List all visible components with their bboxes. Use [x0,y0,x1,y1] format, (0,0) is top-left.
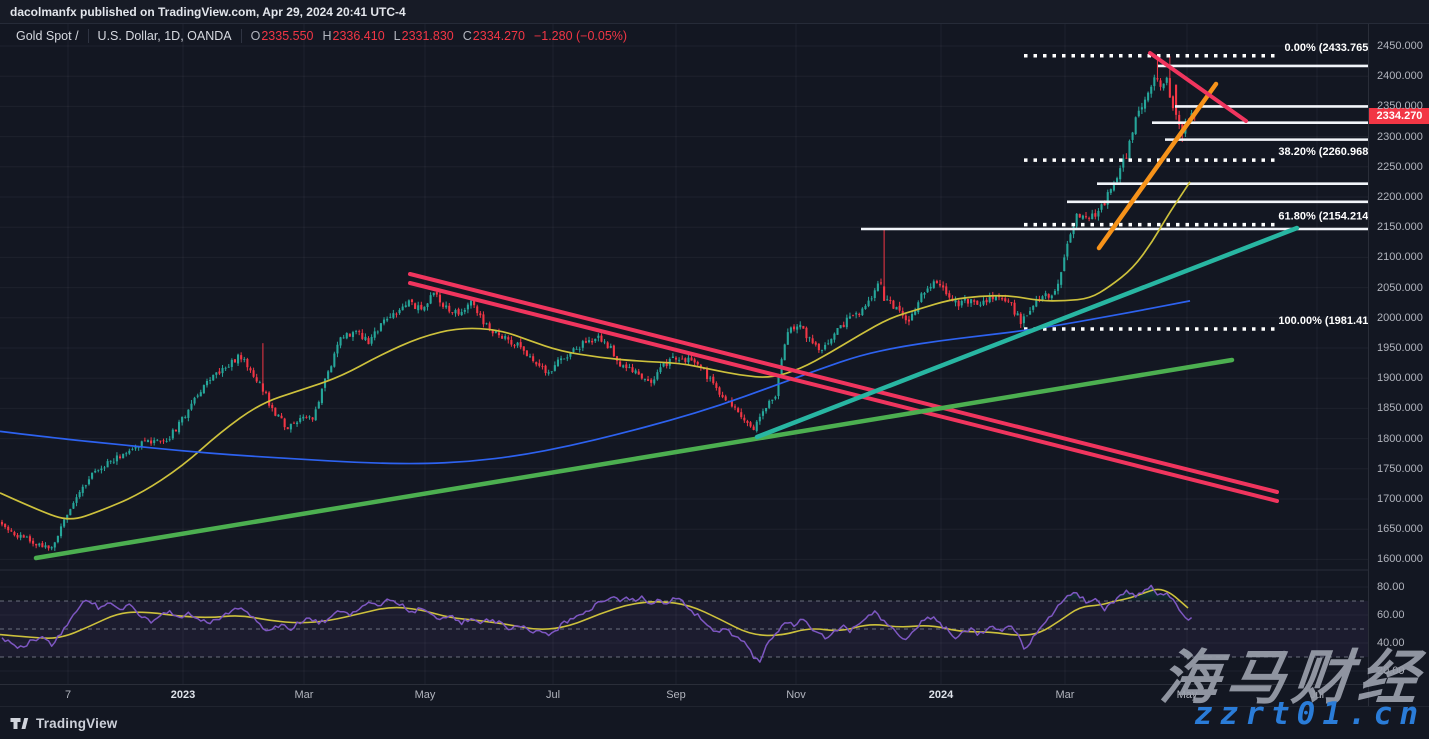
time-tick-label: May [1176,689,1198,701]
symbol-legend[interactable]: Gold Spot / U.S. Dollar, 1D, OANDA O2335… [16,29,627,43]
rsi-tick-label: 60.00 [1377,609,1405,621]
price-tick-label: 2000.000 [1377,311,1423,324]
symbol-title-left[interactable]: Gold Spot / [16,29,79,43]
price-tick-label: 2300.000 [1377,130,1423,143]
time-tick-label: Mar [1055,689,1075,701]
price-tick-label: 2200.000 [1377,191,1423,203]
trendline-long-term-ascending-green[interactable] [33,357,1235,561]
time-tick-label: Nov [786,689,806,701]
low-value: L2331.830 [393,29,454,43]
price-tick-label: 1700.000 [1377,493,1423,505]
svg-text:0.00% (2433.765): 0.00% (2433.765) [1285,42,1373,54]
open-value: O2335.550 [250,29,314,43]
price-tick-label: 2150.000 [1377,221,1423,234]
grid-lines [0,24,1368,684]
high-value: H2336.410 [322,29,385,43]
price-tick-label: 2100.000 [1377,251,1423,264]
price-tick-label: 1750.000 [1377,462,1423,475]
rsi-line[interactable] [1,584,1193,663]
time-tick-label: Mar [294,689,314,701]
svg-text:61.80% (2154.214): 61.80% (2154.214) [1278,211,1372,223]
legend-divider [87,29,89,43]
price-tick-label: 2250.000 [1377,160,1423,173]
published-text: dacolmanfx published on TradingView.com,… [10,4,406,19]
rsi-tick-label: 20.00 [1377,665,1405,677]
price-tick-label: 2450.000 [1377,40,1423,52]
rsi-tick-label: 80.00 [1377,581,1405,593]
legend-divider [240,29,242,43]
rsi-signal-line[interactable] [0,588,1189,639]
svg-text:100.00% (1981.41): 100.00% (1981.41) [1278,315,1372,327]
time-tick-label: Sep [666,689,686,701]
price-tick-label: 1850.000 [1377,402,1423,415]
price-tick-label: 1800.000 [1377,432,1423,445]
time-tick-label: Jul [545,689,561,701]
price-tick-label: 1950.000 [1377,342,1423,354]
price-tick-label: 1600.000 [1377,553,1423,566]
time-tick-label: Jul [1309,689,1325,701]
trendline-ascending-orange[interactable] [1096,81,1219,251]
tradingview-brand-text[interactable]: TradingView [36,715,118,731]
close-value: C2334.270 [462,29,525,43]
footer-bar: TradingView [0,706,1429,739]
price-tick-label: 2050.000 [1377,281,1423,294]
trendline-descending-channel-lower[interactable] [408,281,1279,503]
price-tick-label: 1900.000 [1377,372,1423,385]
time-tick-label: 7 [64,689,72,701]
price-tick-label: 1650.000 [1377,523,1423,536]
time-tick-label: 2024 [928,689,954,701]
ma-slow-line[interactable] [0,300,1191,465]
last-price-badge: 2334.270 [1369,108,1429,124]
ma-fast-line[interactable] [0,181,1191,520]
candlestick-series[interactable] [0,56,1196,551]
trendline-short-descending-pink[interactable] [1148,51,1248,123]
trendlines[interactable] [33,51,1300,561]
time-axis[interactable]: 7 2023 Mar May Jul Sep Nov 2024 Mar May Jul [0,684,1368,706]
published-bar: dacolmanfx published on TradingView.com,… [0,0,1429,24]
fib-retracement[interactable] [1024,54,1277,331]
price-axis[interactable]: 2334.270 2450.000 2400.000 2350.000 2300.00… [1368,24,1429,706]
fib-labels: 0.00% (2433.765) 38.20% (2260.968) 61.80% … [1278,42,1373,327]
change-value: −1.280 (−0.05%) [533,29,628,43]
rsi-tick-label: 40.00 [1377,637,1405,649]
symbol-title-right[interactable]: U.S. Dollar, 1D, OANDA [97,29,232,43]
price-tick-label: 2400.000 [1377,70,1423,83]
tradingview-logo-icon[interactable] [10,715,29,732]
time-tick-label: May [414,689,436,701]
time-tick-label: 2023 [170,689,196,701]
trendline-descending-channel-upper[interactable] [408,272,1279,494]
ohlc-values: O2335.550 H2336.410 L2331.830 C2334.270 [251,29,525,43]
trendline-ascending-teal[interactable] [754,225,1300,440]
svg-text:38.20% (2260.968): 38.20% (2260.968) [1278,146,1372,158]
price-tick-label: 2350.000 [1377,100,1423,113]
